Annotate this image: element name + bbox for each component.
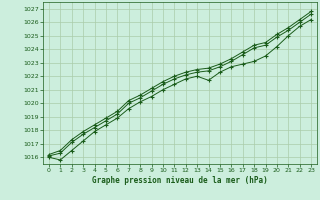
X-axis label: Graphe pression niveau de la mer (hPa): Graphe pression niveau de la mer (hPa)	[92, 176, 268, 185]
